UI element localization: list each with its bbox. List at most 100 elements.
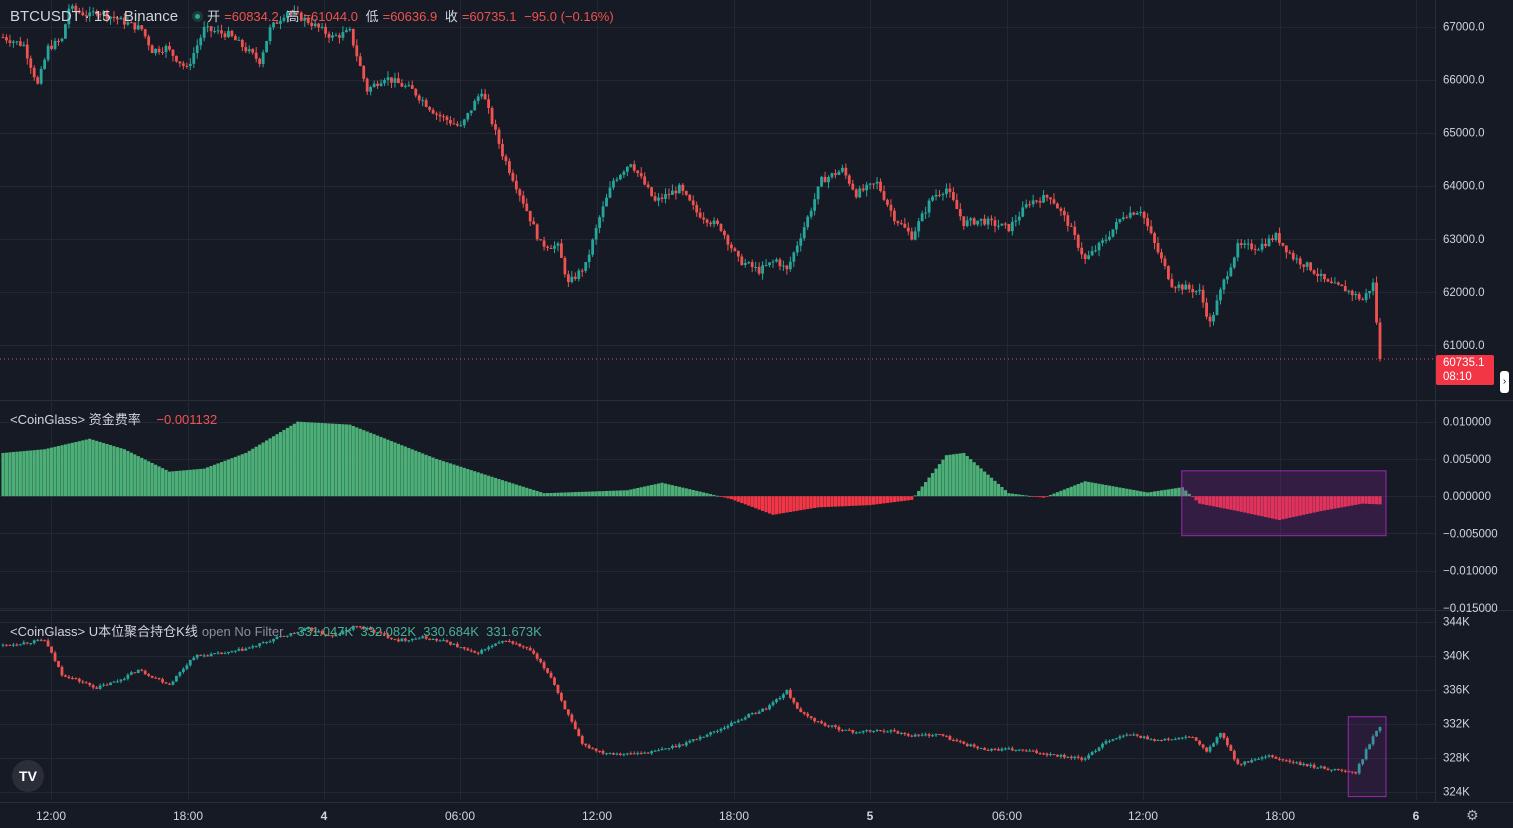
- price-candle: [566, 274, 570, 282]
- price-candle: [244, 47, 248, 52]
- funding-bar: [25, 450, 29, 497]
- funding-bar: [660, 482, 664, 497]
- price-candle: [872, 183, 875, 185]
- oi-candle: [303, 628, 307, 631]
- funding-bar: [913, 495, 917, 497]
- oi-candle: [1225, 737, 1229, 746]
- oi-candle: [629, 753, 633, 755]
- oi-candle: [716, 730, 719, 732]
- oi-candle: [1066, 756, 1070, 758]
- funding-bar: [1170, 488, 1174, 497]
- funding-bar: [948, 454, 952, 497]
- funding-bar: [976, 465, 980, 497]
- oi-candle: [216, 652, 220, 654]
- funding-bar: [761, 496, 765, 511]
- funding-bar: [1222, 496, 1226, 509]
- oi-candle: [795, 702, 799, 709]
- funding-bar: [868, 496, 872, 506]
- price-candle: [1215, 300, 1219, 315]
- funding-bar: [362, 430, 366, 497]
- oi-candle: [1170, 739, 1174, 741]
- price-candle: [1326, 279, 1330, 282]
- price-candle: [119, 17, 123, 20]
- oi-candle: [1284, 760, 1288, 762]
- funding-bar: [334, 423, 338, 497]
- price-candle: [622, 171, 626, 175]
- funding-bar: [271, 436, 276, 497]
- price-candle: [233, 36, 237, 41]
- price-candle: [820, 176, 823, 187]
- funding-bar: [726, 496, 730, 499]
- price-candle: [608, 187, 612, 198]
- funding-highlight-box: [1181, 470, 1387, 537]
- price-candle: [563, 257, 567, 275]
- funding-bar: [1000, 487, 1004, 497]
- oi-candle: [331, 635, 334, 637]
- funding-bar: [226, 459, 231, 497]
- oi-candle: [1035, 750, 1039, 754]
- price-candle: [990, 218, 993, 221]
- funding-bar: [1309, 496, 1313, 514]
- price-candle: [1330, 281, 1333, 283]
- time-axis-label: 12:00: [36, 809, 66, 823]
- oi-candle: [889, 730, 893, 732]
- funding-bar: [310, 422, 314, 497]
- oi-candle: [1271, 755, 1274, 758]
- funding-bar: [1093, 483, 1098, 497]
- oi-candle: [1250, 760, 1254, 763]
- funding-bar: [441, 461, 446, 497]
- oi-candle: [636, 752, 640, 754]
- price-candle: [886, 199, 889, 205]
- oi-candle: [951, 739, 955, 741]
- funding-bar: [63, 444, 68, 497]
- funding-bar: [1090, 482, 1094, 497]
- oi-candle: [46, 640, 50, 647]
- price-candle: [1302, 264, 1306, 267]
- funding-bar: [681, 487, 685, 497]
- funding-bar: [865, 496, 869, 506]
- funding-bar: [369, 432, 373, 497]
- oi-candle: [879, 730, 882, 732]
- funding-bar: [330, 423, 335, 497]
- oi-candle: [244, 648, 248, 651]
- scroll-right-icon[interactable]: ›: [1500, 371, 1509, 393]
- funding-bar: [1111, 486, 1115, 497]
- funding-bar: [993, 480, 997, 497]
- funding-bar: [77, 441, 81, 497]
- oi-candle: [372, 629, 376, 633]
- funding-bar: [1041, 496, 1046, 498]
- settings-gear-icon[interactable]: ⚙: [1466, 807, 1479, 823]
- funding-bar: [764, 496, 768, 513]
- oi-candle: [410, 638, 414, 641]
- funding-bar: [251, 448, 255, 497]
- funding-value: −0.001132: [156, 412, 218, 427]
- oi-values: 331.047K 332.082K 330.684K 331.673K: [297, 624, 542, 639]
- oi-candle: [674, 745, 678, 748]
- price-candle: [355, 45, 359, 57]
- oi-candle: [584, 743, 588, 746]
- funding-bar: [507, 482, 512, 497]
- funding-bar: [736, 496, 740, 502]
- funding-bar: [466, 468, 470, 497]
- oi-candle: [320, 631, 324, 635]
- price-candle: [802, 227, 806, 239]
- price-candle: [1354, 294, 1358, 296]
- funding-bar: [729, 496, 733, 500]
- funding-bar: [396, 443, 401, 497]
- price-candle: [1142, 211, 1146, 219]
- price-candle: [317, 23, 321, 28]
- price-candle: [1298, 258, 1302, 265]
- oi-candle: [164, 682, 168, 684]
- tradingview-logo[interactable]: TV: [12, 760, 44, 792]
- oi-candle: [917, 734, 921, 736]
- price-candle: [1305, 262, 1309, 267]
- funding-bar: [944, 455, 949, 497]
- funding-bar: [1288, 496, 1292, 518]
- price-candle: [612, 180, 615, 188]
- funding-bar: [1354, 496, 1358, 505]
- funding-bar: [282, 429, 286, 497]
- oi-candle: [612, 753, 615, 755]
- funding-bar: [292, 423, 296, 497]
- oi-candle: [70, 678, 74, 680]
